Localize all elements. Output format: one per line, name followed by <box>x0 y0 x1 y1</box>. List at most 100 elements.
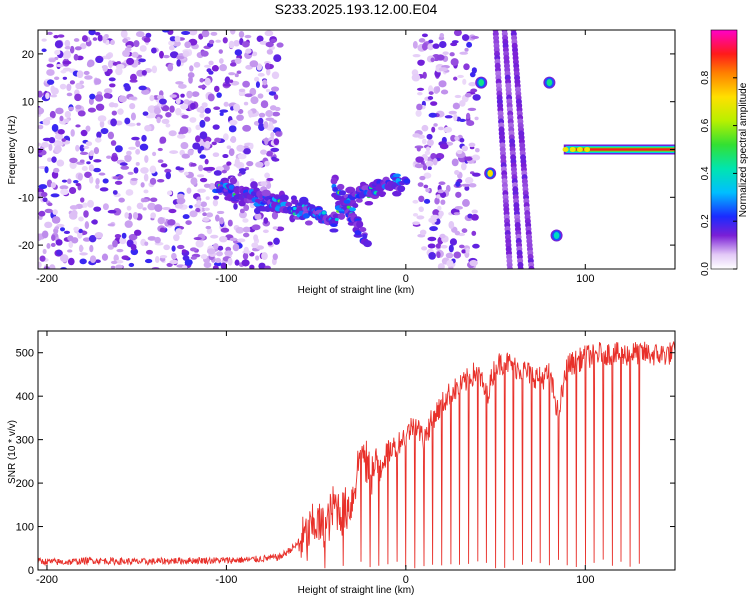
spectrogram-cell <box>77 110 86 117</box>
spectrogram-cell <box>191 91 200 97</box>
spectrogram-cell <box>229 79 234 83</box>
spectrogram-cell <box>143 173 149 182</box>
spectrogram-cell <box>117 174 124 180</box>
spectrogram-cell <box>214 137 222 143</box>
spectrogram-cell <box>118 95 127 103</box>
spectrogram-cell <box>145 115 155 119</box>
spectrogram-cell <box>528 265 535 269</box>
spectrogram-cell <box>89 244 94 253</box>
spectrogram-cell <box>230 30 236 35</box>
spectrogram-cell <box>196 107 204 113</box>
spectrogram-cell <box>124 212 129 219</box>
spectrogram-cell <box>38 233 42 241</box>
spectrogram-cell <box>264 172 270 179</box>
spectrogram-cell <box>471 209 478 214</box>
spectrogram-cell <box>202 216 210 222</box>
spectrogram-cell <box>430 152 437 160</box>
spectrogram-cell <box>89 93 96 100</box>
spectrogram-cell <box>190 162 197 167</box>
spectrogram-cell <box>450 58 459 66</box>
spectrogram-cell <box>156 116 161 124</box>
spectrogram-cell <box>330 223 338 228</box>
spectrogram-cell <box>188 30 198 36</box>
spectrogram-cell <box>243 148 251 155</box>
spectrogram-cell <box>460 162 467 171</box>
spectrogram-cell <box>343 199 351 204</box>
spectrogram-cell <box>95 103 105 111</box>
spectrogram-cell <box>234 57 242 64</box>
spectrogram-cell <box>456 149 463 155</box>
spectrogram-cell <box>69 205 79 210</box>
spectrogram-cell <box>233 39 240 47</box>
spectrogram-cell <box>464 156 473 161</box>
spectrogram-cell <box>206 248 216 255</box>
spectrogram-cell <box>200 50 209 57</box>
spectrogram-cell <box>182 214 190 220</box>
spectrogram-cell <box>79 252 88 256</box>
spectrogram-cell <box>224 76 231 85</box>
spectrogram-cell <box>472 243 480 249</box>
spectrogram-cell <box>259 40 268 45</box>
spectrogram-cell <box>208 183 216 191</box>
spectrogram-x-label: Height of straight line (km) <box>298 285 415 296</box>
spectrogram-cell <box>337 213 346 220</box>
spectrogram-cell <box>135 148 141 155</box>
spectrogram-cell <box>478 79 485 87</box>
spectrogram-cell <box>121 232 127 239</box>
spectrogram-cell <box>270 38 277 43</box>
spectrogram-cell <box>416 103 423 111</box>
spectrogram-cell <box>273 237 280 245</box>
spectrogram-cell <box>39 255 46 262</box>
spectrogram-cell <box>143 37 151 43</box>
spectrogram-cell <box>184 259 193 266</box>
spectrogram-cell <box>94 94 104 102</box>
spectrogram-cell <box>329 228 339 233</box>
spectrogram-cell <box>203 261 212 268</box>
spectrogram-cell <box>334 217 339 222</box>
spectrogram-cell <box>220 262 227 269</box>
spectrogram-cell <box>124 220 133 228</box>
spectrogram-cell <box>345 186 356 194</box>
spectrogram-cell <box>94 78 102 85</box>
spectrogram-cell <box>94 259 101 264</box>
spectrogram-cell <box>196 174 205 178</box>
spectrogram-cell <box>255 81 260 88</box>
spectrogram-cell <box>116 61 121 65</box>
spectrogram-cell <box>251 242 259 249</box>
spectrogram-cell <box>110 265 116 269</box>
spectrogram-cell <box>450 134 457 142</box>
spectrogram-cell <box>44 208 53 214</box>
spectrogram-cell <box>38 184 48 190</box>
spectrogram-cell <box>438 181 446 186</box>
spectrogram-cell <box>258 262 266 269</box>
spectrogram-cell <box>266 68 271 76</box>
colorbar-gradient <box>710 29 738 270</box>
spectrogram-cell <box>102 203 109 211</box>
spectrogram-cell <box>266 150 273 157</box>
spectrogram-cell <box>237 153 247 160</box>
spectrogram-cell <box>356 220 364 229</box>
spectrogram-cell <box>46 69 55 76</box>
spectrogram-cell <box>113 254 119 262</box>
spectrogram-cell <box>171 252 177 260</box>
spectrogram-cell <box>169 150 179 154</box>
spectrogram-cell <box>241 259 250 267</box>
spectrogram-cell <box>187 149 194 156</box>
spectrogram-cell <box>79 80 85 85</box>
colorbar-tick-label: 0.0 <box>700 262 711 276</box>
spectrogram-cell <box>338 190 347 196</box>
spectrogram-cell <box>249 264 255 269</box>
spectrogram-cell <box>87 199 94 208</box>
spectrogram-cell <box>83 145 90 149</box>
spectrogram-cell <box>172 40 181 47</box>
spectrogram-cell <box>417 91 423 96</box>
spectrogram-cell <box>415 156 424 163</box>
spectrogram-cell <box>126 205 132 211</box>
spectrogram-cell <box>213 170 222 176</box>
spectrogram-cell <box>176 59 181 67</box>
spectrogram-cell <box>50 94 58 98</box>
snr-y-tick-label: 400 <box>16 391 34 403</box>
spectrogram-cell <box>168 40 175 46</box>
spectrogram-cell <box>451 40 459 44</box>
spectrogram-cell <box>38 90 43 98</box>
